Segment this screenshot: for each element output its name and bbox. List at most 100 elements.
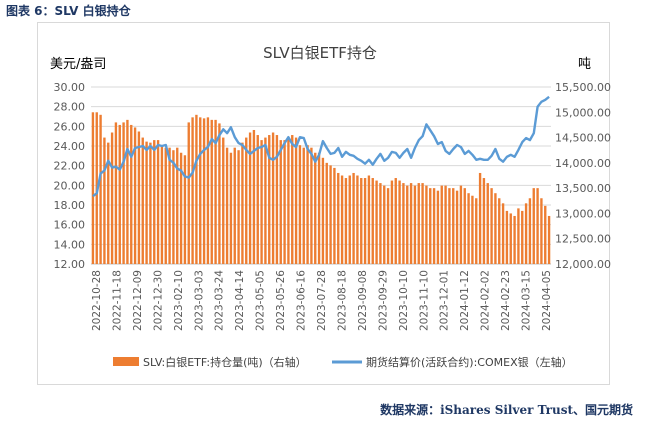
x-tick-label: 2023-11-10 — [418, 270, 430, 331]
right-tick-label: 14,000.00 — [555, 157, 611, 170]
holding-bar — [130, 124, 133, 264]
figure-caption: 图表 6：SLV 白银持仓 — [6, 4, 131, 18]
holding-bar — [536, 188, 539, 264]
holding-bar — [91, 112, 95, 265]
holding-bar — [409, 183, 413, 264]
holding-bar — [306, 145, 309, 264]
chart-frame — [37, 22, 610, 385]
holding-bar — [532, 188, 535, 264]
left-tick-label: 12.00 — [54, 258, 86, 271]
x-tick-label: 2024-02-23 — [500, 270, 512, 331]
holding-bar — [440, 185, 443, 264]
left-tick-label: 20.00 — [54, 179, 86, 192]
holding-bar — [383, 185, 386, 264]
legend-label-line: 期货结算价(活跃合约):COMEX银（左轴） — [366, 355, 573, 369]
holding-bar — [356, 175, 359, 264]
x-tick-label: 2023-07-28 — [316, 270, 328, 331]
holding-bar — [229, 152, 233, 264]
holding-bar — [337, 172, 340, 264]
holding-bar — [517, 208, 520, 264]
holding-bar — [310, 147, 313, 264]
left-tick-label: 22.00 — [54, 160, 86, 173]
holding-bar — [413, 185, 417, 264]
right-axis-unit: 吨 — [578, 57, 591, 72]
holding-bar — [501, 203, 505, 264]
holding-bar — [187, 122, 190, 265]
holding-bar — [225, 147, 229, 264]
holding-bar — [406, 185, 409, 264]
left-tick-label: 16.00 — [54, 219, 86, 232]
holding-bar — [133, 127, 137, 264]
holding-bar — [199, 117, 202, 264]
holding-bar — [172, 150, 175, 264]
holding-bar — [486, 183, 489, 264]
x-tick-label: 2022-12-09 — [132, 270, 144, 331]
holding-bar — [452, 188, 455, 264]
holding-bar — [145, 141, 148, 264]
holding-bar — [471, 195, 474, 264]
x-tick-label: 2023-06-16 — [296, 270, 308, 331]
holding-bar — [398, 180, 401, 264]
holding-bar — [314, 152, 317, 264]
holding-bar — [386, 188, 390, 264]
holding-bar — [340, 175, 344, 264]
right-tick-label: 15,000.00 — [555, 106, 611, 119]
holding-bar — [256, 135, 259, 264]
holding-bar — [271, 132, 275, 264]
holding-bar — [241, 142, 244, 264]
holding-bar — [264, 137, 267, 264]
left-tick-label: 26.00 — [54, 120, 86, 133]
right-tick-label: 13,000.00 — [555, 207, 611, 220]
holding-bar — [482, 178, 486, 264]
chart: SLV白银ETF持仓 美元/盎司 吨 12.00 14.00 16.00 18.00 2… — [50, 44, 611, 369]
x-tick-label: 2024-04-05 — [541, 270, 553, 331]
holding-bar — [291, 135, 294, 264]
holding-bar — [325, 162, 328, 264]
holding-bar — [371, 178, 374, 264]
holding-bar — [317, 152, 321, 264]
x-tick-label: 2023-02-10 — [173, 270, 185, 331]
holding-bar — [206, 117, 210, 264]
left-tick-label: 18.00 — [54, 199, 86, 212]
holding-bar — [528, 198, 532, 264]
holding-bar — [107, 142, 110, 264]
right-tick-label: 14,500.00 — [555, 132, 611, 145]
right-tick-label: 12,500.00 — [555, 233, 611, 246]
legend-label-bars: SLV:白银ETF:持仓量(吨)（右轴） — [143, 355, 307, 369]
holding-bar — [475, 198, 478, 264]
holding-bar — [252, 129, 256, 264]
x-tick-label: 2024-02-02 — [480, 270, 492, 331]
holding-bar — [367, 175, 371, 264]
holding-bar — [103, 137, 106, 264]
holding-bar — [179, 152, 183, 264]
holding-bar — [183, 155, 187, 264]
holding-bar — [540, 198, 543, 264]
holding-bar — [432, 188, 436, 264]
holding-bar — [149, 142, 152, 264]
holding-bar — [436, 190, 440, 264]
right-tick-label: 13,500.00 — [555, 182, 611, 195]
x-tick-label: 2023-10-10 — [398, 270, 410, 331]
holding-bar — [176, 147, 179, 264]
holding-bar — [505, 210, 509, 264]
right-tick-label: 15,500.00 — [555, 81, 611, 94]
holding-bar — [110, 132, 114, 264]
holding-bar — [429, 188, 432, 264]
holding-bar — [544, 205, 547, 264]
left-tick-label: 24.00 — [54, 140, 86, 153]
holding-bar — [375, 180, 378, 264]
holding-bar — [153, 140, 156, 264]
holding-bar — [99, 114, 102, 264]
holding-bar — [294, 137, 298, 264]
x-tick-label: 2023-03-03 — [193, 270, 205, 331]
holding-bar — [164, 147, 167, 264]
holding-bar — [363, 178, 367, 264]
right-tick-label: 12,000.00 — [555, 258, 611, 271]
holding-bar — [402, 183, 405, 264]
holding-bar — [379, 183, 382, 264]
holding-bar — [298, 145, 302, 264]
holding-bar — [160, 145, 164, 264]
x-tick-label: 2022-12-30 — [152, 270, 164, 331]
holding-bar — [490, 188, 493, 264]
holding-bar — [260, 140, 263, 264]
